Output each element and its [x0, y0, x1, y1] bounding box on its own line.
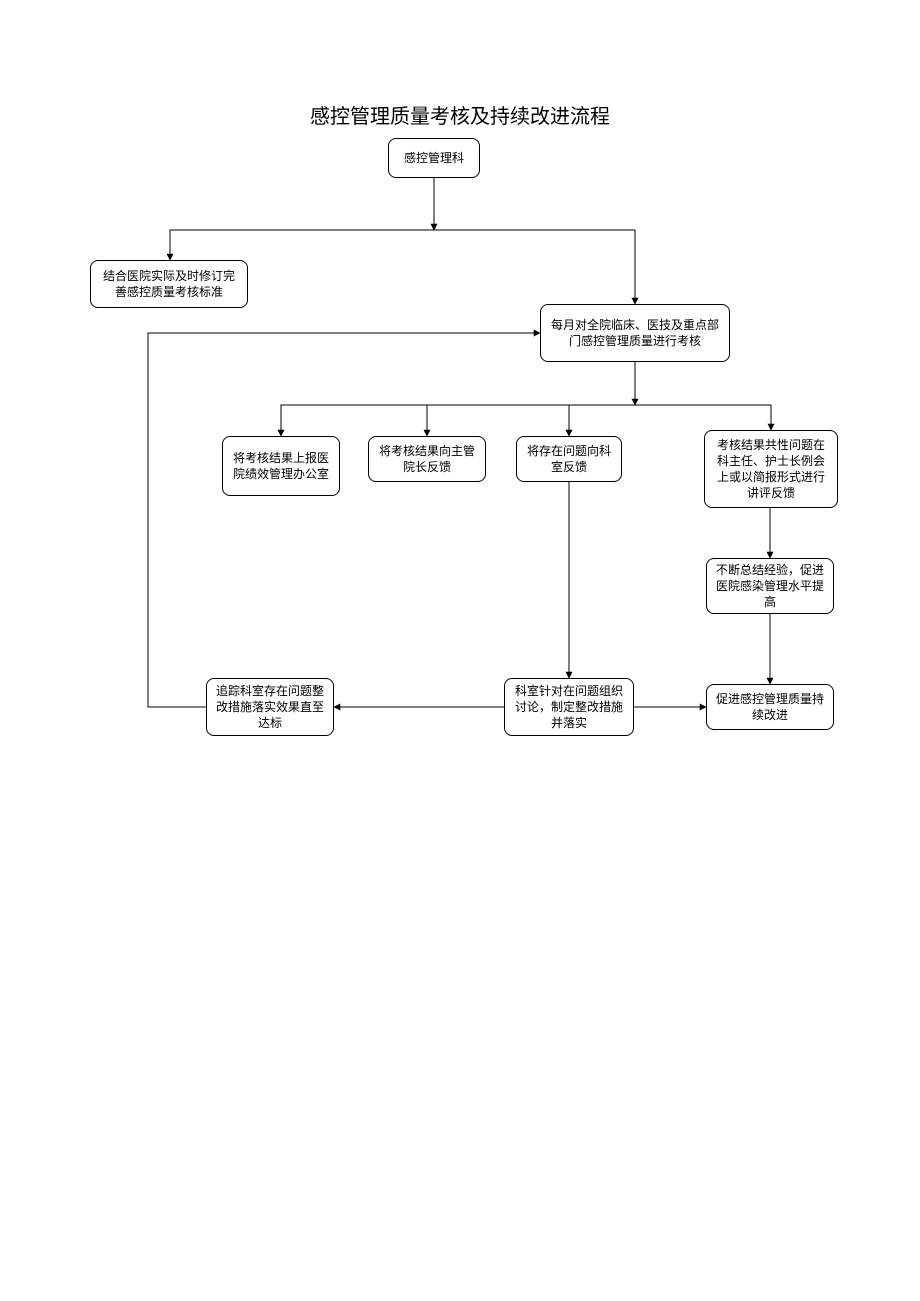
flowchart-edge	[170, 230, 434, 260]
flowchart-node-n9: 追踪科室存在问题整改措施落实效果直至达标	[206, 678, 334, 736]
flowchart-node-n10: 科室针对在问题组织讨论，制定整改措施并落实	[504, 678, 634, 736]
flowchart-node-n11: 促进感控管理质量持续改进	[706, 684, 834, 730]
flowchart-edge	[635, 405, 771, 430]
flowchart-edge	[281, 405, 635, 436]
flowchart-title: 感控管理质量考核及持续改进流程	[0, 100, 920, 129]
flowchart-node-n1: 感控管理科	[388, 138, 480, 178]
flowchart-node-n4: 将考核结果上报医院绩效管理办公室	[222, 436, 340, 496]
flowchart-edge	[434, 230, 635, 304]
flowchart-connectors	[0, 0, 920, 1301]
flowchart-node-n3: 每月对全院临床、医技及重点部门感控管理质量进行考核	[540, 304, 730, 362]
flowchart-node-n5: 将考核结果向主管院长反馈	[368, 436, 486, 482]
flowchart-edge	[148, 333, 540, 707]
flowchart-node-n6: 将存在问题向科室反馈	[516, 436, 622, 482]
flowchart-edge	[569, 405, 635, 436]
flowchart-node-n8: 不断总结经验，促进医院感染管理水平提高	[706, 558, 834, 614]
flowchart-node-n2: 结合医院实际及时修订完善感控质量考核标准	[90, 260, 248, 308]
flowchart-node-n7: 考核结果共性问题在科主任、护士长例会上或以简报形式进行讲评反馈	[704, 430, 838, 508]
flowchart-edge	[427, 405, 635, 436]
